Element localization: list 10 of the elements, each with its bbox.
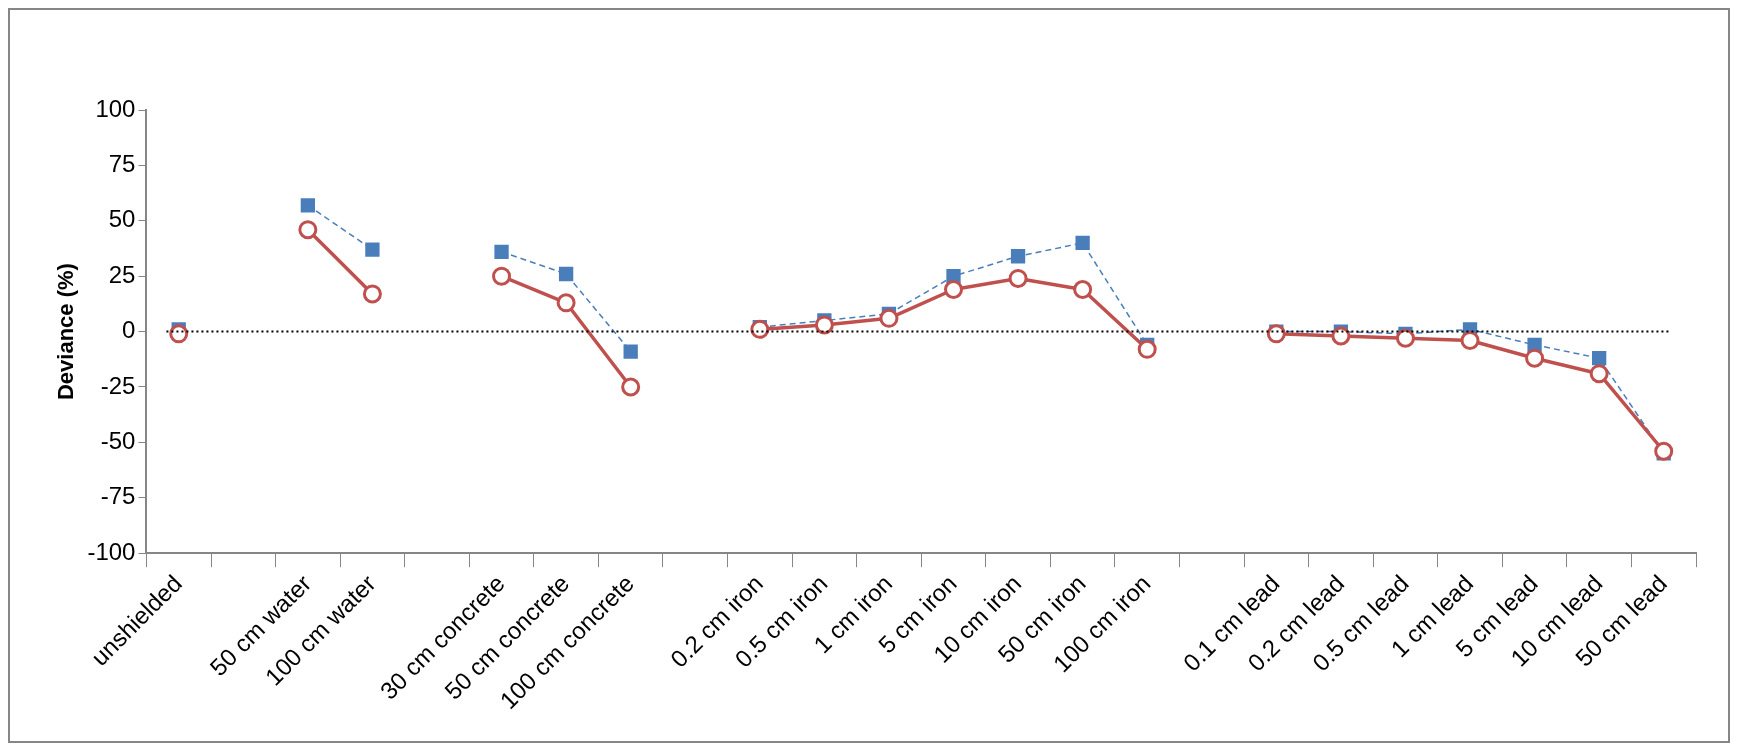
y-tick-label: 50 [108, 205, 136, 233]
y-tick-label: -75 [100, 482, 136, 510]
y-tick-label: -50 [100, 427, 136, 455]
y-tick-label: 100 [95, 94, 136, 122]
y-tick-label: 75 [108, 150, 136, 178]
y-axis-title: Deviance (%) [53, 263, 79, 401]
y-tick-label: 0 [122, 316, 136, 344]
y-tick-label: -25 [100, 371, 136, 399]
y-tick-label: 25 [108, 260, 136, 288]
y-tick-label: -100 [87, 537, 136, 565]
